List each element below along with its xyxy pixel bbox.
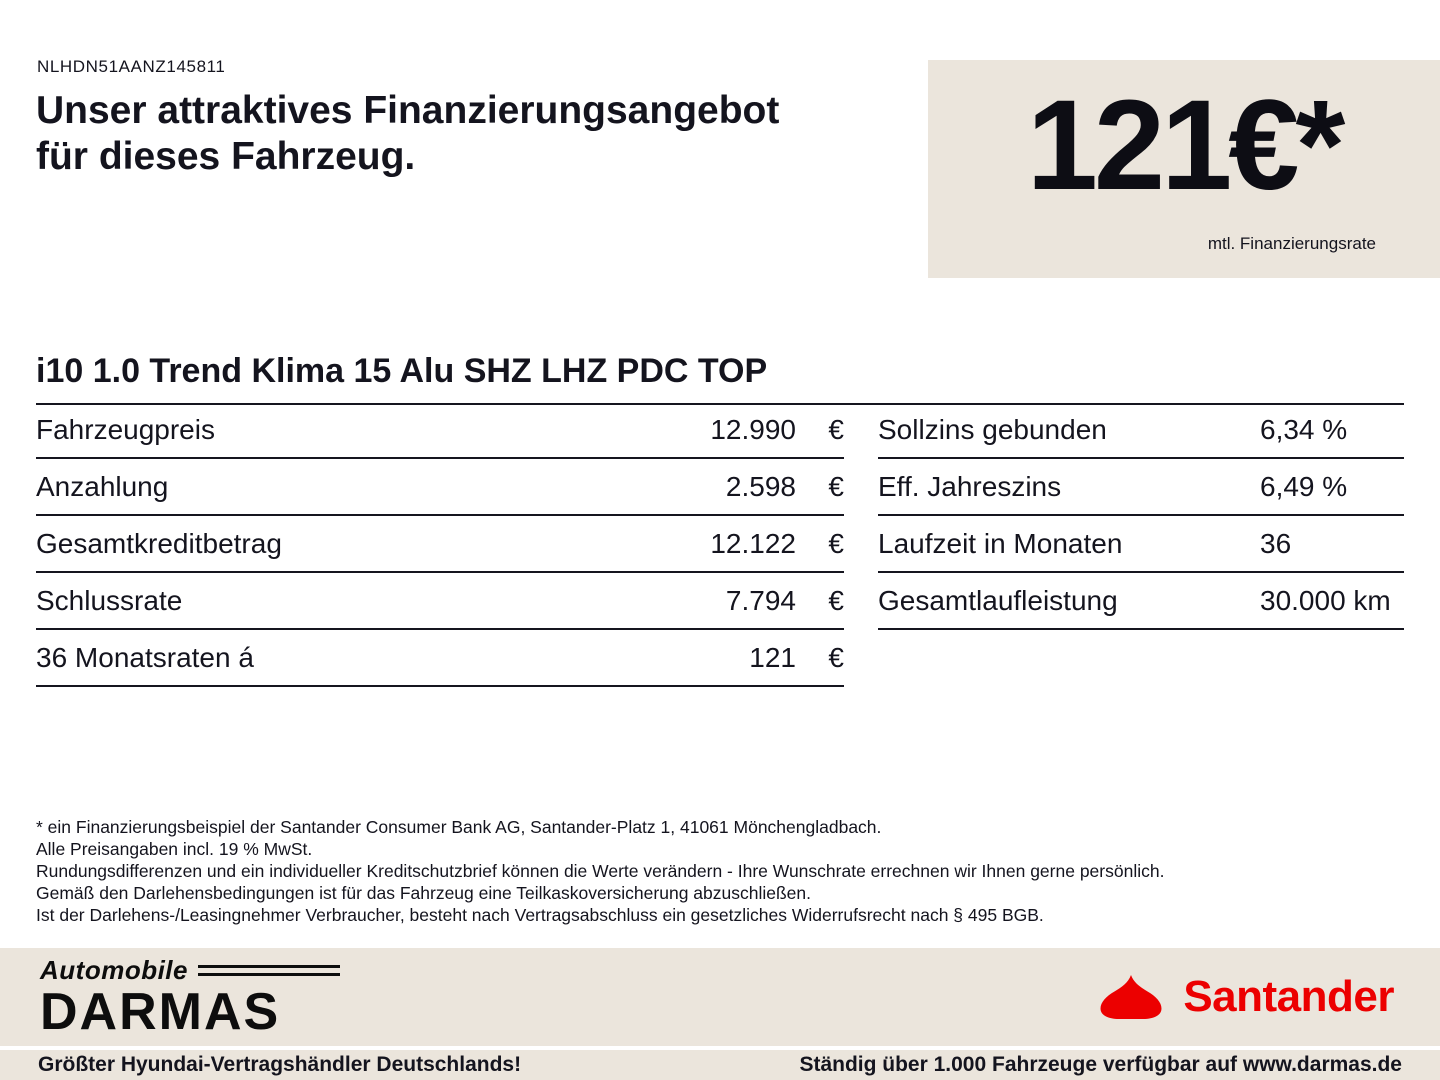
row-value: 6,34 % (1260, 413, 1348, 445)
table-row: 36 Monatsraten á 121 € (36, 630, 844, 687)
page-title: Unser attraktives Finanzierungsangebot f… (36, 88, 916, 180)
monthly-rate-caption: mtl. Finanzierungsrate (1207, 234, 1376, 253)
finance-table-right-column: Sollzins gebunden 6,34 % Eff. Jahreszins… (878, 402, 1404, 687)
disclaimer-line: Rundungsdifferenzen und ein individuelle… (36, 861, 1165, 881)
disclaimer-line: Ist der Darlehens-/Leasingnehmer Verbrau… (36, 905, 1044, 925)
monthly-rate-box: 121€* mtl. Finanzierungsrate (928, 60, 1440, 278)
row-label: Gesamtkreditbetrag (36, 527, 282, 559)
footer-claim-right: Ständig über 1.000 Fahrzeuge verfügbar a… (799, 1053, 1402, 1076)
disclaimer-line: * ein Finanzierungsbeispiel der Santande… (36, 817, 882, 837)
table-row: Schlussrate 7.794 € (36, 573, 844, 630)
darmas-logo-automobile-text: Automobile (40, 954, 188, 985)
finance-table-left-column: Fahrzeugpreis 12.990 € Anzahlung 2.598 €… (36, 402, 844, 687)
row-value: 2.598 (725, 470, 796, 502)
row-unit: € (828, 527, 844, 559)
row-unit: € (828, 470, 844, 502)
page-title-line1: Unser attraktives Finanzierungsangebot (36, 89, 780, 132)
row-label: Schlussrate (36, 584, 183, 616)
darmas-logo-top: Automobile (40, 955, 340, 986)
table-row: Gesamtlaufleistung 30.000 km (878, 573, 1404, 630)
table-row: Laufzeit in Monaten 36 (878, 516, 1404, 573)
row-label: 36 Monatsraten á (36, 641, 254, 673)
table-row: Eff. Jahreszins 6,49 % (878, 459, 1404, 516)
row-value: 12.990 (710, 413, 796, 445)
monthly-rate-value: 121€* (1026, 74, 1346, 217)
row-unit: € (828, 413, 844, 445)
disclaimer-line: Gemäß den Darlehensbedingungen ist für d… (36, 883, 811, 903)
footer-divider (0, 1046, 1440, 1050)
santander-logo: Santander (1095, 972, 1394, 1022)
row-value: 30.000 km (1260, 584, 1391, 616)
row-label: Sollzins gebunden (878, 413, 1107, 445)
table-row: Gesamtkreditbetrag 12.122 € (36, 516, 844, 573)
footer-logo-band: Automobile DARMAS Santander (0, 948, 1440, 1046)
row-label: Laufzeit in Monaten (878, 527, 1123, 559)
darmas-logo-main-text: DARMAS (40, 982, 281, 1041)
row-value: 12.122 (710, 527, 796, 559)
table-row: Sollzins gebunden 6,34 % (878, 402, 1404, 459)
disclaimer-line: Alle Preisangaben incl. 19 % MwSt. (36, 839, 313, 859)
row-label: Anzahlung (36, 470, 169, 502)
row-value: 121 (749, 641, 796, 673)
table-row: Fahrzeugpreis 12.990 € (36, 402, 844, 459)
row-unit: € (828, 584, 844, 616)
vin-number: NLHDN51AANZ145811 (37, 57, 226, 76)
darmas-logo-lines (198, 964, 340, 976)
table-row: Anzahlung 2.598 € (36, 459, 844, 516)
vehicle-title: i10 1.0 Trend Klima 15 Alu SHZ LHZ PDC T… (36, 352, 1404, 405)
disclaimer-text: * ein Finanzierungsbeispiel der Santande… (36, 816, 1396, 926)
row-label: Gesamtlaufleistung (878, 584, 1118, 616)
finance-table: Fahrzeugpreis 12.990 € Anzahlung 2.598 €… (36, 402, 1404, 687)
row-label: Fahrzeugpreis (36, 413, 215, 445)
santander-logo-text: Santander (1183, 972, 1394, 1021)
row-value: 6,49 % (1260, 470, 1348, 502)
darmas-logo: Automobile DARMAS (40, 955, 340, 1039)
page-title-line2: für dieses Fahrzeug. (36, 135, 416, 179)
santander-flame-icon (1100, 975, 1162, 1019)
row-label: Eff. Jahreszins (878, 470, 1062, 502)
footer-claim-left: Größter Hyundai-Vertragshändler Deutschl… (38, 1053, 522, 1076)
row-value: 36 (1260, 527, 1292, 559)
footer-claims-strip: Größter Hyundai-Vertragshändler Deutschl… (0, 1050, 1440, 1080)
row-value: 7.794 (725, 584, 796, 616)
row-unit: € (828, 641, 844, 673)
